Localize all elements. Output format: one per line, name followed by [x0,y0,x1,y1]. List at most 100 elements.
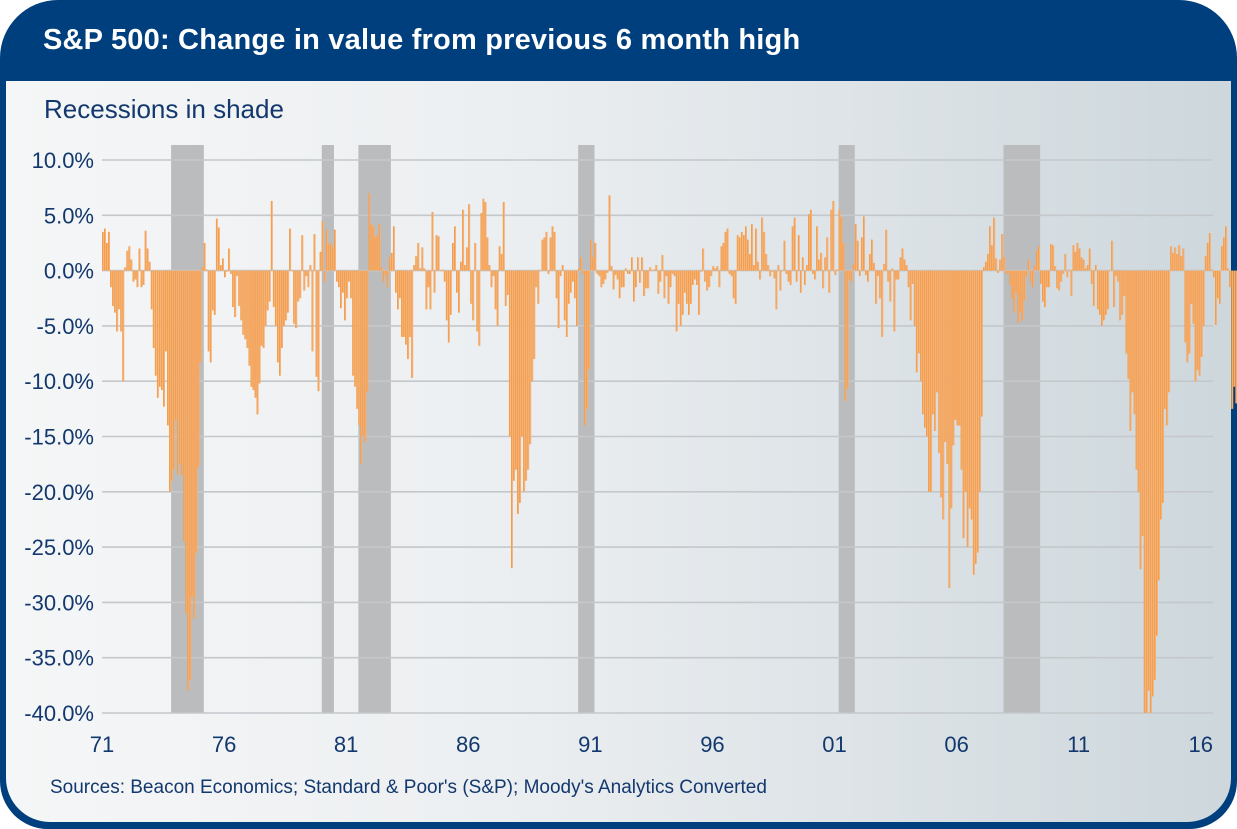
bar-edge [291,270,293,272]
bar [590,239,593,271]
bar-edge [712,266,714,271]
bar-edge [240,270,242,321]
bar [293,270,296,324]
bar [397,270,399,310]
bar-edge [738,237,740,271]
bar-edge [535,270,537,288]
bar [901,248,904,271]
bar [543,237,546,271]
bar-edge [405,270,406,345]
bar-edge [816,226,818,271]
bar [1115,270,1118,277]
bar-edge [852,263,854,271]
bar [492,270,495,277]
bar-edge [423,268,425,271]
bar [185,270,188,614]
bar-edge [641,257,643,271]
bar [388,257,391,271]
bar [905,265,908,271]
bar [767,265,770,271]
bar-edge [730,270,732,277]
bar-edge [146,248,148,271]
bar-edge [645,270,647,289]
bar-edge [1074,251,1076,271]
bar [167,270,170,426]
bar-edge [710,270,712,277]
bar [386,270,389,288]
bar [911,270,914,284]
bar-edge [836,269,838,271]
bar [828,270,831,293]
bar-edge [891,268,893,271]
bar [445,270,448,321]
bar [1068,269,1071,271]
bar [301,235,304,271]
bar [305,270,308,277]
bar-edge [696,270,697,285]
bar-edge [610,266,612,271]
bar-edge [718,270,720,288]
bar-edge [793,217,795,271]
bar-edge [116,270,118,332]
bar-edge [818,259,820,271]
y-tick-label: -5.0% [37,314,94,339]
bar-edge [981,270,982,417]
bar [1070,270,1073,297]
bar-edge [348,270,350,282]
bar-edge [1090,270,1092,284]
bar-edge [734,270,736,304]
bar-edge [1233,270,1235,387]
bar [144,230,147,271]
bar [960,270,963,470]
bar-edge [1208,232,1210,271]
bar-edge [1133,270,1135,415]
bar [720,246,723,271]
bar-edge [724,231,726,271]
bar [1233,270,1236,387]
bar-edge [706,270,708,291]
bar-edge [152,270,154,349]
bar [814,270,817,280]
bar [1107,270,1110,310]
bar-edge [584,270,586,426]
bar-edge [435,235,437,271]
bar [612,270,615,290]
bar [948,270,951,589]
bar-edge [148,261,150,271]
bar-edge [266,270,268,311]
bar-edge [588,270,590,370]
bar-edge [529,270,531,445]
bar-edge [1064,254,1066,271]
bar-edge [608,195,610,271]
bar [441,269,444,271]
bar [179,270,182,465]
bar-edge [234,270,236,318]
bar [946,270,949,465]
bar-edge [722,242,724,271]
bar-edge [1015,270,1017,293]
bar [698,270,701,315]
bar [449,270,452,315]
bar-edge [504,270,506,306]
bar [374,237,377,271]
bar [1186,270,1189,363]
bar-edge [1186,270,1188,363]
bar [1086,265,1089,271]
bar-edge [1137,270,1139,492]
bar [205,269,208,271]
bar [810,209,813,271]
bar [222,258,224,271]
bar-edge [470,270,472,304]
bar [460,261,463,271]
bar-edge [694,270,695,280]
bar [360,270,363,465]
bar-edge [1153,270,1155,680]
bar-edge [1219,270,1220,304]
bar [510,270,513,569]
bar-edge [590,239,592,271]
bar [342,270,345,293]
bar [262,270,265,349]
bar-edge [1176,254,1178,271]
bar [622,270,625,288]
bar [458,270,461,313]
